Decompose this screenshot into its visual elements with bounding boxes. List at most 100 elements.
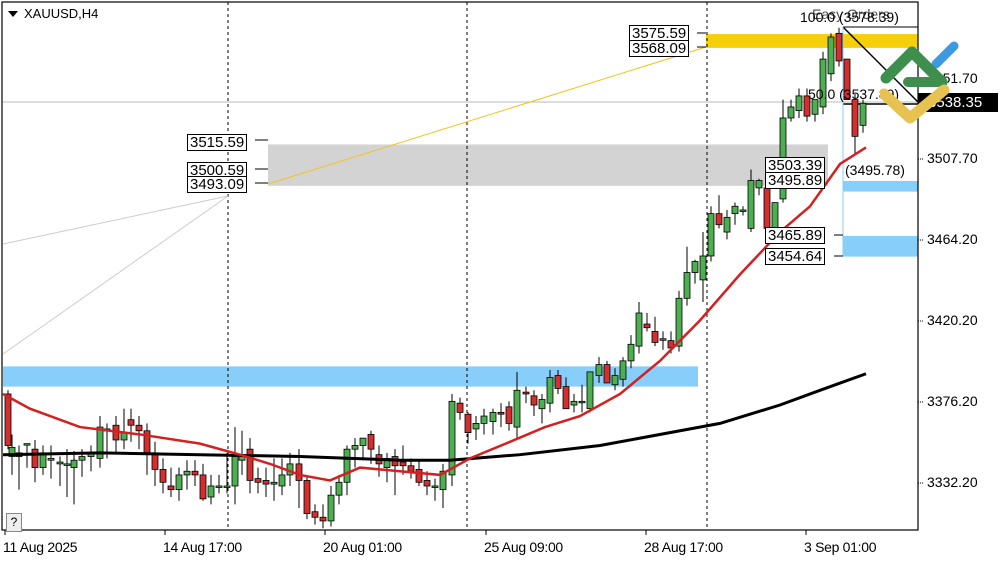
- candle-bear: [464, 413, 472, 434]
- candle-bull: [327, 494, 335, 522]
- candle-bear: [367, 434, 375, 450]
- candle-bull: [627, 343, 635, 362]
- candle-bull: [747, 180, 755, 229]
- price-axis-label: 3420.20: [927, 312, 978, 328]
- candle-bear: [407, 465, 415, 472]
- zone-rect: [843, 235, 918, 257]
- ma-fast-line: [2, 146, 867, 482]
- candle-bear: [159, 469, 167, 483]
- easy-orders-label[interactable]: Easy Orders: [812, 6, 890, 22]
- fib-level-label: 100.0 (3578.39): [800, 9, 899, 25]
- candle-bear: [835, 32, 843, 62]
- candle-bear: [423, 480, 431, 487]
- price-label-box[interactable]: 3493.09: [187, 176, 248, 193]
- fib-level-label: 50.0 (3537.89): [808, 86, 900, 102]
- candle-bull: [546, 377, 554, 404]
- candle-bull: [47, 457, 55, 461]
- candle-bull: [731, 205, 739, 215]
- candle-bear: [497, 411, 505, 415]
- candle-bear: [851, 99, 859, 137]
- candle-bull: [489, 411, 497, 422]
- candle-bear: [803, 95, 811, 117]
- candle-bull: [739, 209, 747, 212]
- candle-bear: [135, 424, 143, 432]
- candle-bull: [8, 446, 16, 457]
- dropdown-triangle-icon[interactable]: [8, 10, 18, 17]
- time-axis-label: 11 Aug 2025: [3, 539, 78, 555]
- help-button[interactable]: ?: [6, 513, 22, 532]
- candle-bear: [415, 469, 423, 483]
- price-axis-label: 3376.20: [927, 393, 978, 409]
- symbol-timeframe-label[interactable]: XAUUSD,H4: [8, 6, 98, 21]
- candle-bull: [207, 485, 215, 498]
- candle-bull: [538, 399, 546, 410]
- candle-bull: [70, 459, 78, 468]
- candle-bear: [505, 406, 513, 424]
- candle-bull: [811, 99, 819, 115]
- candle-bear: [262, 480, 270, 485]
- candle-bull: [691, 261, 699, 273]
- candle-bull: [513, 389, 521, 428]
- price-label-box[interactable]: 3503.39: [765, 157, 826, 174]
- price-label-box[interactable]: 3515.59: [187, 134, 248, 151]
- candle-bear: [295, 463, 303, 481]
- trend-line: [267, 46, 707, 185]
- candle-bear: [522, 391, 530, 395]
- price-label-box[interactable]: 3568.09: [629, 40, 690, 57]
- candle-bull: [78, 456, 86, 461]
- zone-rect: [268, 144, 828, 186]
- candle-bull: [787, 106, 795, 119]
- candle-bull: [175, 474, 183, 491]
- candle-bull: [659, 338, 667, 341]
- candle-bull: [619, 360, 627, 380]
- candle-bull: [795, 95, 803, 112]
- candle-bear: [303, 480, 311, 514]
- candle-bull: [431, 485, 439, 488]
- candle-bull: [578, 400, 586, 404]
- zone-rect: [706, 34, 918, 48]
- candle-bull: [278, 474, 286, 487]
- candle-bear: [246, 448, 254, 481]
- candle-bull: [351, 445, 359, 450]
- candle-bull: [215, 485, 223, 488]
- candle-bear: [319, 516, 327, 522]
- price-label-box[interactable]: 3495.89: [765, 172, 826, 189]
- candle-bull: [448, 400, 456, 476]
- fib-diagonal: [842, 26, 919, 103]
- candle-bear: [651, 331, 659, 343]
- trend-line: [2, 195, 229, 355]
- candle-bull: [723, 216, 731, 233]
- candle-bear: [199, 474, 207, 500]
- time-axis-label: 20 Aug 01:00: [323, 539, 402, 555]
- ma-slow-line: [2, 372, 867, 462]
- candle-bull: [359, 437, 367, 446]
- candle-bull: [63, 463, 71, 466]
- time-axis-label: 3 Sep 01:00: [804, 539, 877, 555]
- price-label-box[interactable]: 3500.59: [187, 162, 248, 179]
- candle-bull: [611, 375, 619, 386]
- candle-bull: [439, 470, 447, 491]
- price-label-box[interactable]: 3454.64: [765, 248, 826, 265]
- candle-bear: [530, 395, 538, 406]
- chart-border: [1, 1, 919, 531]
- candle-bull: [96, 426, 104, 459]
- candle-bull: [343, 448, 351, 483]
- candle-bull: [231, 456, 239, 487]
- candle-bull: [635, 312, 643, 347]
- candle-bull: [699, 255, 707, 281]
- candle-bear: [4, 393, 12, 446]
- candle-bull: [819, 58, 827, 108]
- time-axis-label: 14 Aug 17:00: [163, 539, 242, 555]
- candle-bear: [254, 478, 262, 483]
- candle-bear: [562, 386, 570, 410]
- candle-bear: [399, 461, 407, 467]
- candle-bear: [643, 323, 651, 329]
- symbol-text: XAUUSD,H4: [24, 6, 99, 21]
- candle-bear: [763, 187, 771, 229]
- price-label-box[interactable]: 3465.89: [765, 227, 826, 244]
- candle-bull: [480, 415, 488, 424]
- zone-rect: [843, 180, 918, 192]
- candle-bear: [127, 419, 135, 426]
- time-axis-label: 25 Aug 09:00: [484, 539, 563, 555]
